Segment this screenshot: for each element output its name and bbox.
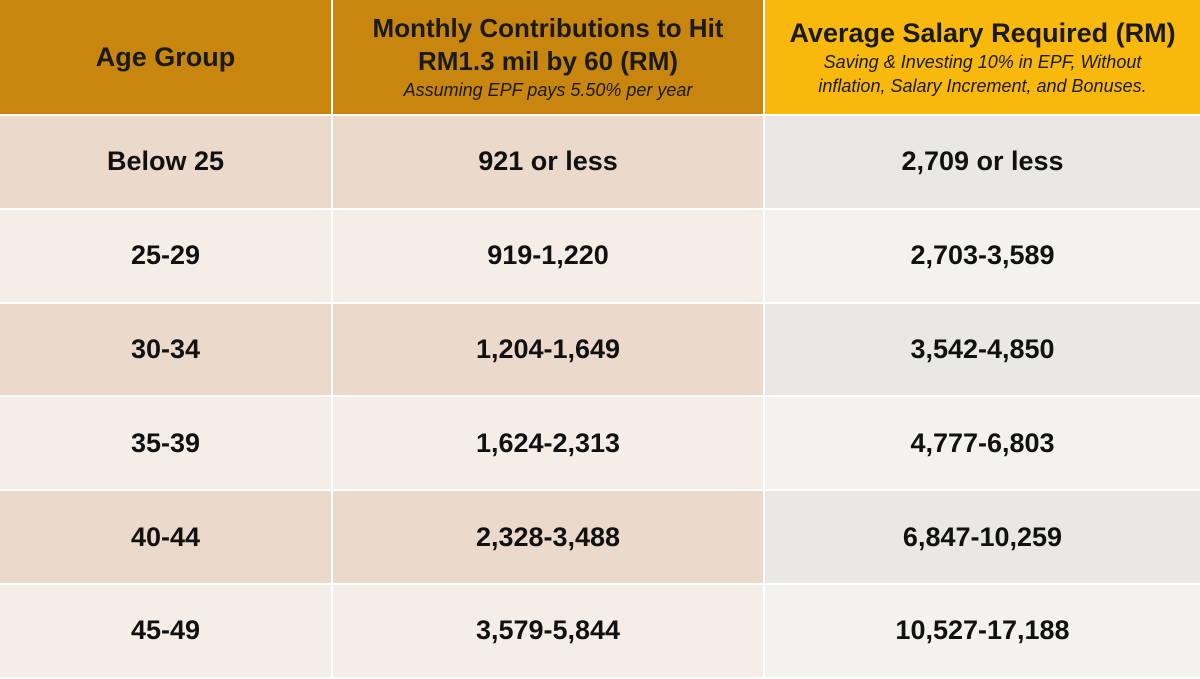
header-contributions-note: Assuming EPF pays 5.50% per year (403, 80, 693, 100)
cell-age-group: 30-34 (0, 303, 333, 398)
header-age-group: Age Group (0, 0, 333, 116)
cell-age-group: Below 25 (0, 116, 333, 210)
salary-value: 10,527-17,188 (895, 615, 1070, 646)
cell-salary: 3,542-4,850 (765, 303, 1200, 398)
cell-salary: 10,527-17,188 (765, 584, 1200, 679)
header-salary-note-line2: inflation, Salary Increment, and Bonuses… (818, 76, 1147, 96)
contribution-value: 921 or less (478, 146, 618, 177)
cell-age-group: 25-29 (0, 209, 333, 304)
age-group-value: 35-39 (130, 427, 201, 458)
cell-salary: 2,703-3,589 (765, 209, 1200, 304)
contribution-value: 1,624-2,313 (475, 427, 621, 458)
cell-contribution: 1,624-2,313 (333, 397, 765, 492)
age-group-value: Below 25 (106, 146, 225, 177)
cell-age-group: 35-39 (0, 397, 333, 492)
age-group-value: 25-29 (130, 240, 201, 271)
header-average-salary: Average Salary Required (RM) Saving & In… (765, 0, 1200, 116)
contribution-value: 919-1,220 (487, 240, 609, 271)
age-group-value: 40-44 (130, 521, 201, 552)
header-contributions-line1: Monthly Contributions to Hit (372, 13, 724, 43)
contribution-value: 3,579-5,844 (475, 615, 621, 646)
header-salary-title: Average Salary Required (RM) (789, 18, 1176, 48)
header-age-group-label: Age Group (95, 42, 236, 72)
salary-value: 4,777-6,803 (910, 427, 1055, 458)
age-group-value: 45-49 (130, 615, 201, 646)
salary-value: 2,709 or less (901, 146, 1064, 177)
contribution-value: 2,328-3,488 (475, 521, 621, 552)
cell-contribution: 921 or less (333, 116, 765, 210)
cell-contribution: 919-1,220 (333, 209, 765, 304)
contribution-value: 1,204-1,649 (475, 333, 621, 364)
cell-salary: 4,777-6,803 (765, 397, 1200, 492)
header-salary-note-line1: Saving & Investing 10% in EPF, Without (823, 52, 1142, 72)
cell-contribution: 2,328-3,488 (333, 491, 765, 585)
header-contributions-line2: RM1.3 mil by 60 (RM) (417, 46, 679, 76)
age-group-value: 30-34 (130, 333, 201, 364)
cell-age-group: 45-49 (0, 584, 333, 679)
cell-salary: 2,709 or less (765, 116, 1200, 210)
cell-salary: 6,847-10,259 (765, 491, 1200, 585)
cell-contribution: 1,204-1,649 (333, 303, 765, 398)
salary-value: 6,847-10,259 (902, 521, 1063, 552)
salary-value: 3,542-4,850 (910, 333, 1055, 364)
cell-contribution: 3,579-5,844 (333, 584, 765, 679)
cell-age-group: 40-44 (0, 491, 333, 585)
salary-value: 2,703-3,589 (910, 240, 1055, 271)
header-monthly-contributions: Monthly Contributions to Hit RM1.3 mil b… (333, 0, 765, 116)
